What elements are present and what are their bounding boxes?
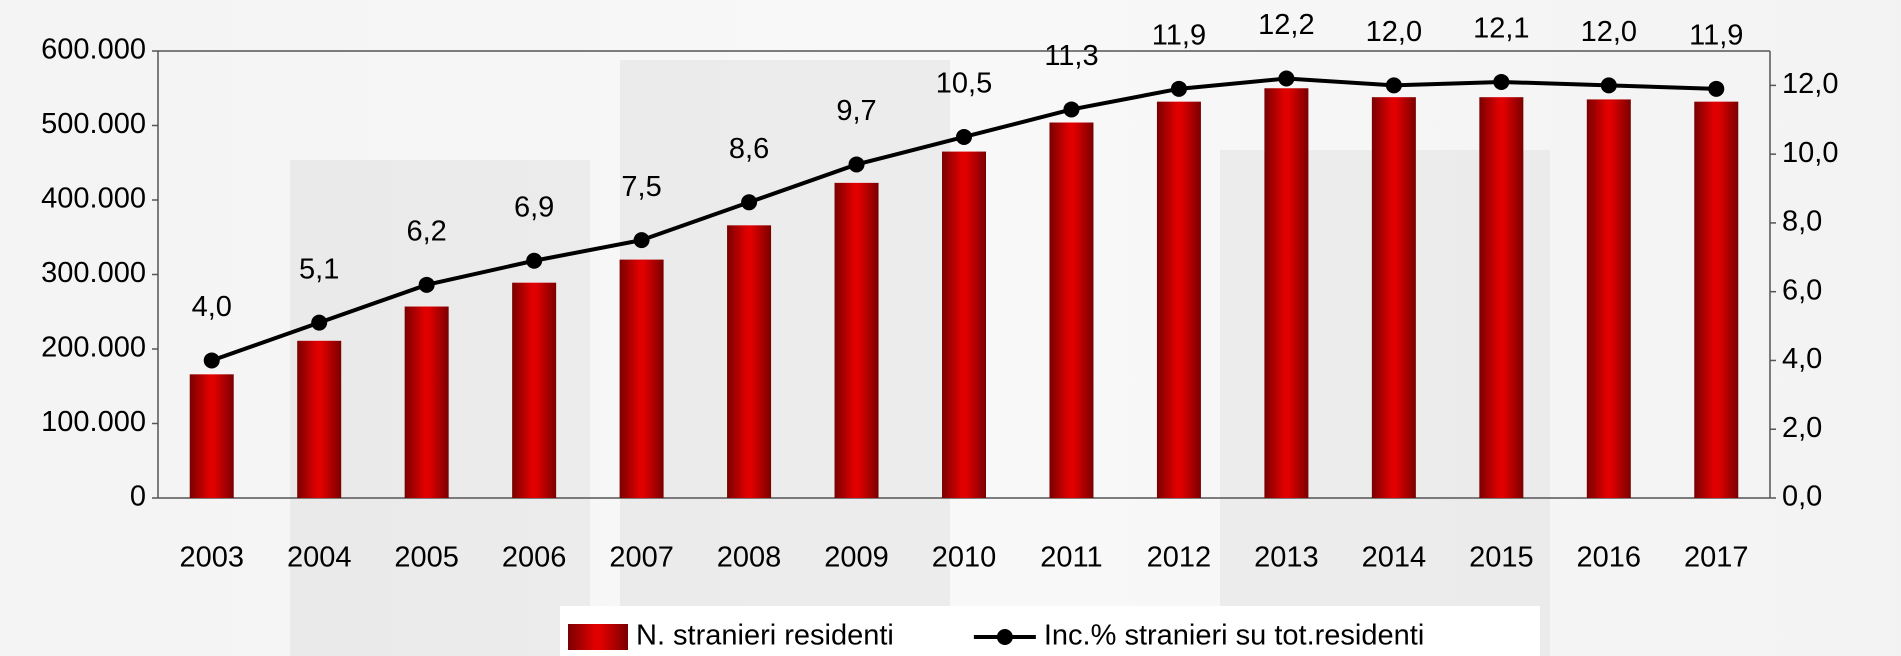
- x-tick-label: 2006: [502, 542, 567, 574]
- legend-label: N. stranieri residenti: [636, 620, 894, 652]
- y-tick-label: 0: [130, 481, 146, 513]
- data-label: 6,9: [514, 191, 554, 223]
- data-label: 11,9: [1152, 19, 1206, 51]
- line-point: [849, 156, 865, 172]
- y-tick-label: 100.000: [41, 406, 146, 438]
- y2-tick-label: 10,0: [1782, 137, 1838, 169]
- bar: [835, 183, 879, 498]
- data-label: 9,7: [836, 95, 876, 127]
- y-tick-label: 300.000: [41, 257, 146, 289]
- line-point: [634, 232, 650, 248]
- line-point: [419, 277, 435, 293]
- bar: [1049, 123, 1093, 498]
- data-label: 6,2: [407, 215, 447, 247]
- bar: [727, 225, 771, 498]
- x-tick-label: 2016: [1577, 542, 1642, 574]
- line-point: [1601, 77, 1617, 93]
- y2-tick-label: 0,0: [1782, 481, 1822, 513]
- bar: [620, 260, 664, 498]
- y2-tick-label: 8,0: [1782, 206, 1822, 238]
- x-tick-label: 2013: [1254, 542, 1319, 574]
- x-tick-label: 2011: [1040, 542, 1102, 574]
- y2-tick-label: 12,0: [1782, 68, 1838, 100]
- data-label: 12,0: [1581, 16, 1637, 48]
- data-label: 5,1: [299, 253, 339, 285]
- x-tick-label: 2012: [1147, 542, 1212, 574]
- y-tick-label: 500.000: [41, 108, 146, 140]
- x-tick-label: 2017: [1684, 542, 1749, 574]
- legend-swatch: [568, 624, 628, 650]
- data-label: 11,9: [1689, 19, 1743, 51]
- line-point: [311, 315, 327, 331]
- chart: 0 100.000 200.000 300.000 400.000 500.000 600.…: [0, 0, 1901, 656]
- y2-tick-label: 4,0: [1782, 343, 1822, 375]
- bar: [297, 341, 341, 498]
- x-tick-label: 2015: [1469, 542, 1534, 574]
- x-tick-label: 2003: [179, 542, 244, 574]
- data-label: 4,0: [192, 291, 232, 323]
- data-label: 10,5: [936, 68, 992, 100]
- data-label: 12,2: [1258, 9, 1314, 41]
- bar: [942, 152, 986, 498]
- bar: [1587, 99, 1631, 498]
- y2-tick-label: 2,0: [1782, 412, 1822, 444]
- line-point: [1493, 74, 1509, 90]
- line-point: [1063, 101, 1079, 117]
- data-label: 7,5: [621, 171, 661, 203]
- line-point: [741, 194, 757, 210]
- y-tick-label: 400.000: [41, 183, 146, 215]
- line-point: [1708, 81, 1724, 97]
- line-point: [526, 253, 542, 269]
- x-tick-label: 2014: [1362, 542, 1427, 574]
- bar: [1264, 88, 1308, 498]
- legend-label: Inc.% stranieri su tot.residenti: [1044, 620, 1424, 652]
- data-label: 12,0: [1366, 16, 1422, 48]
- x-tick-label: 2010: [932, 542, 997, 574]
- line-point: [956, 129, 972, 145]
- bar: [512, 283, 556, 498]
- line-point: [1171, 81, 1187, 97]
- bar: [1479, 97, 1523, 498]
- bar: [1157, 102, 1201, 498]
- y-tick-label: 200.000: [41, 332, 146, 364]
- line-point: [1278, 71, 1294, 87]
- data-label: 12,1: [1473, 13, 1529, 45]
- bar: [1694, 102, 1738, 498]
- y2-tick-label: 6,0: [1782, 274, 1822, 306]
- y-tick-label: 600.000: [41, 34, 146, 66]
- bar: [1372, 97, 1416, 498]
- line-point: [1386, 77, 1402, 93]
- legend-swatch: [997, 629, 1013, 645]
- data-label: 11,3: [1044, 40, 1098, 72]
- page: 0 100.000 200.000 300.000 400.000 500.000 600.…: [0, 0, 1901, 656]
- x-tick-label: 2008: [717, 542, 782, 574]
- x-tick-label: 2004: [287, 542, 352, 574]
- line-point: [204, 352, 220, 368]
- bar: [190, 374, 234, 498]
- data-label: 8,6: [729, 133, 769, 165]
- bar: [405, 307, 449, 498]
- x-tick-label: 2005: [394, 542, 459, 574]
- x-tick-label: 2007: [609, 542, 674, 574]
- x-tick-label: 2009: [824, 542, 889, 574]
